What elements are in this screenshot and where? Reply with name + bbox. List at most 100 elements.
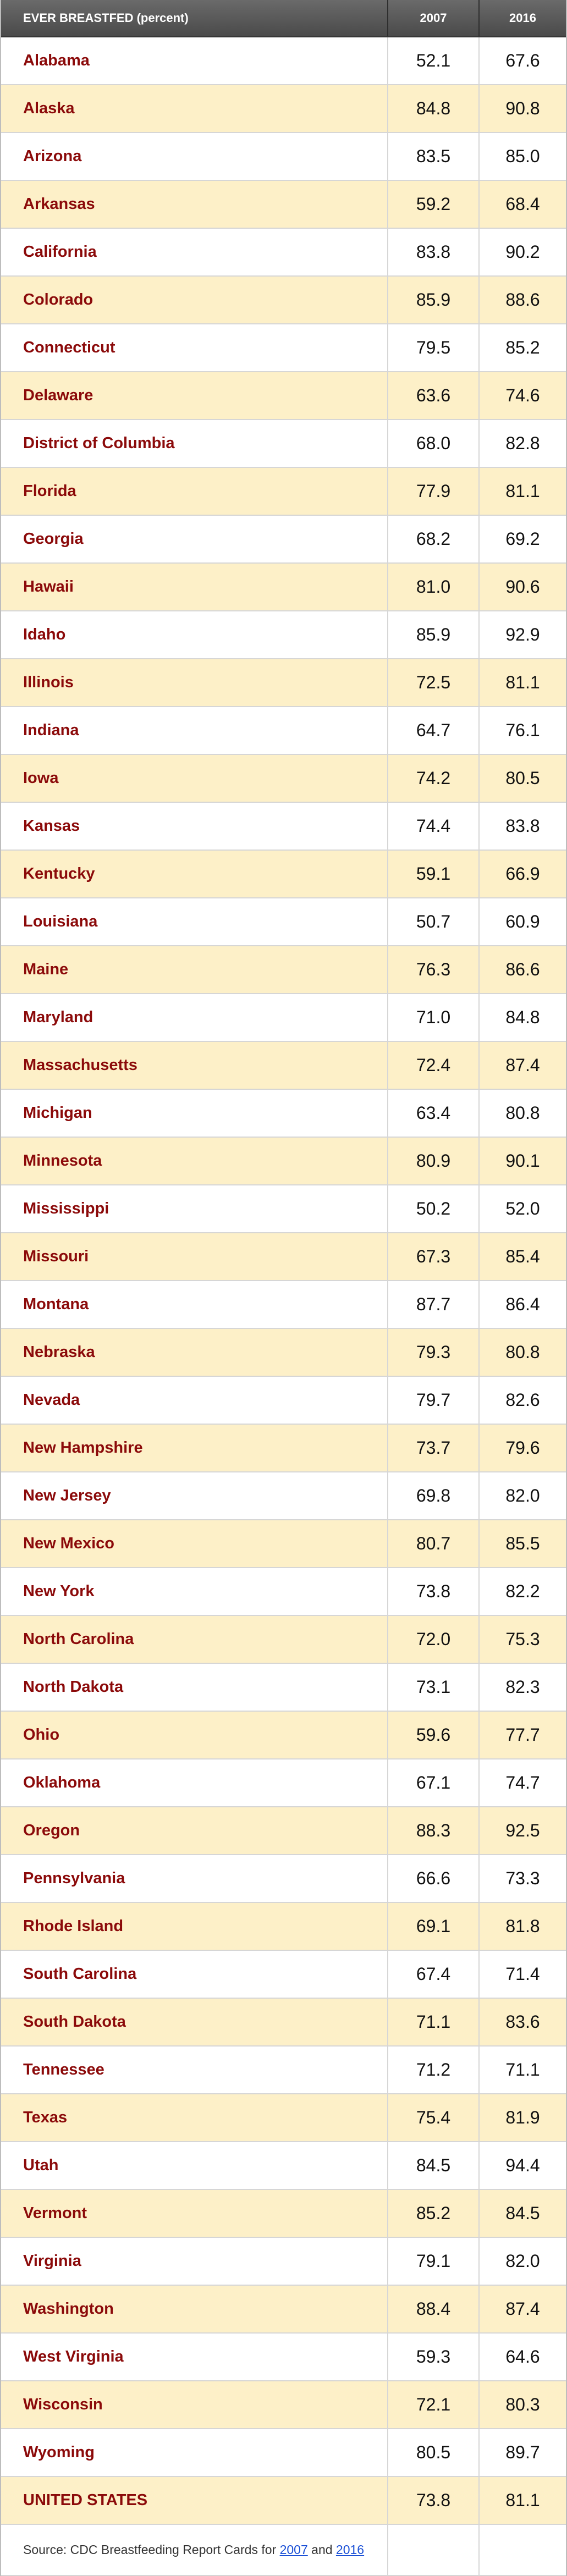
- value-2016: 81.9: [505, 2108, 540, 2127]
- value-2007: 76.3: [388, 946, 480, 993]
- value-2007: 88.4: [388, 2286, 480, 2332]
- header-cell: 2016: [509, 11, 536, 25]
- value-2016: 84.5: [505, 2203, 540, 2223]
- state-name: Maine: [1, 946, 388, 993]
- value-2016: 74.6: [505, 385, 540, 405]
- source-and: and: [311, 2542, 333, 2557]
- state-name: Pennsylvania: [1, 1855, 388, 1902]
- table-row: Utah 84.5 94.4: [1, 2142, 566, 2190]
- value-2007: 67.3: [388, 1233, 480, 1280]
- value-2007: 50.7: [388, 898, 480, 945]
- state-name: Vermont: [1, 2190, 388, 2237]
- value-2016: 67.6: [505, 51, 540, 70]
- state-name: Oklahoma: [1, 1759, 388, 1806]
- table-row: California 83.8 90.2: [1, 229, 566, 277]
- value-2007: 66.6: [388, 1855, 480, 1902]
- value-2007: 81.0: [388, 564, 480, 610]
- table-row: Texas 75.4 81.9: [1, 2094, 566, 2142]
- value-2007: 68.2: [388, 516, 480, 562]
- value-2016: 76.1: [505, 720, 540, 740]
- table-row: District of Columbia 68.0 82.8: [1, 420, 566, 468]
- table-row: Wisconsin 72.1 80.3: [1, 2381, 566, 2429]
- state-name: Minnesota: [1, 1138, 388, 1184]
- value-2007: 52.1: [388, 37, 480, 84]
- table-row: Ohio 59.6 77.7: [1, 1712, 566, 1759]
- state-name: Georgia: [1, 516, 388, 562]
- state-name: Nebraska: [1, 1329, 388, 1376]
- table-row: Arkansas 59.2 68.4: [1, 181, 566, 229]
- state-name: Wisconsin: [1, 2381, 388, 2428]
- value-2016: 82.3: [505, 1677, 540, 1697]
- table-row: South Carolina 67.4 71.4: [1, 1951, 566, 1999]
- table-row: Connecticut 79.5 85.2: [1, 324, 566, 372]
- value-2007: 80.7: [388, 1520, 480, 1567]
- value-2007: 80.5: [388, 2429, 480, 2476]
- table-row: Washington 88.4 87.4: [1, 2286, 566, 2334]
- value-2007: 83.8: [388, 229, 480, 275]
- header-cell: EVER BREASTFED (percent): [1, 0, 388, 36]
- value-2007: 79.3: [388, 1329, 480, 1376]
- table-row: Iowa 74.2 80.5: [1, 755, 566, 803]
- value-2016: 81.1: [505, 481, 540, 501]
- value-2016: 80.8: [505, 1103, 540, 1123]
- table-row: Arizona 83.5 85.0: [1, 133, 566, 181]
- table-row: Illinois 72.5 81.1: [1, 659, 566, 707]
- value-2016: 92.9: [505, 625, 540, 644]
- state-name: Missouri: [1, 1233, 388, 1280]
- value-2007: 74.4: [388, 803, 480, 850]
- state-name: Mississippi: [1, 1185, 388, 1232]
- state-name: Oregon: [1, 1807, 388, 1854]
- state-name: Tennessee: [1, 2047, 388, 2093]
- value-2007: 50.2: [388, 1185, 480, 1232]
- table-row: Oklahoma 67.1 74.7: [1, 1759, 566, 1807]
- value-2007: 71.2: [388, 2047, 480, 2093]
- value-2016: 82.8: [505, 433, 540, 453]
- state-name: Kansas: [1, 803, 388, 850]
- value-2016: 90.8: [505, 98, 540, 118]
- value-2016: 68.4: [505, 194, 540, 214]
- source-text: Source: CDC Breastfeeding Report Cards f…: [23, 2542, 277, 2557]
- value-2007: 72.4: [388, 1042, 480, 1089]
- table-row: Kentucky 59.1 66.9: [1, 851, 566, 898]
- value-2016: 75.3: [505, 1629, 540, 1649]
- source-link[interactable]: 2007: [279, 2542, 308, 2557]
- table-row: Wyoming 80.5 89.7: [1, 2429, 566, 2477]
- value-2007: 71.0: [388, 994, 480, 1041]
- table-row: Nebraska 79.3 80.8: [1, 1329, 566, 1377]
- state-name: Nevada: [1, 1377, 388, 1424]
- value-2016: 64.6: [505, 2347, 540, 2367]
- state-name: Virginia: [1, 2238, 388, 2285]
- value-2007: 71.1: [388, 1999, 480, 2045]
- state-name: New York: [1, 1568, 388, 1615]
- state-name: UNITED STATES: [1, 2477, 388, 2524]
- source-link[interactable]: 2016: [335, 2542, 365, 2557]
- state-name: South Carolina: [1, 1951, 388, 1998]
- state-name: Colorado: [1, 277, 388, 323]
- state-name: Alabama: [1, 37, 388, 84]
- state-name: Connecticut: [1, 324, 388, 371]
- table-row: Nevada 79.7 82.6: [1, 1377, 566, 1425]
- value-2016: 90.6: [505, 577, 540, 597]
- state-name: Illinois: [1, 659, 388, 706]
- state-name: Ohio: [1, 1712, 388, 1758]
- table-row: Maryland 71.0 84.8: [1, 994, 566, 1042]
- state-name: Arizona: [1, 133, 388, 180]
- state-name: Massachusetts: [1, 1042, 388, 1089]
- value-2016: 81.8: [505, 1916, 540, 1936]
- state-name: Hawaii: [1, 564, 388, 610]
- table-row: Mississippi 50.2 52.0: [1, 1185, 566, 1233]
- value-2016: 71.1: [505, 2060, 540, 2079]
- footer-row: Source: CDC Breastfeeding Report Cards f…: [1, 2525, 566, 2576]
- table-row: Montana 87.7 86.4: [1, 1281, 566, 1329]
- table-row: South Dakota 71.1 83.6: [1, 1999, 566, 2047]
- table-row: New York 73.8 82.2: [1, 1568, 566, 1616]
- value-2016: 82.2: [505, 1581, 540, 1601]
- state-name: California: [1, 229, 388, 275]
- value-2007: 59.1: [388, 851, 480, 897]
- value-2007: 59.2: [388, 181, 480, 228]
- value-2016: 83.6: [505, 2012, 540, 2032]
- value-2016: 87.4: [505, 2299, 540, 2319]
- state-name: Utah: [1, 2142, 388, 2189]
- value-2016: 77.7: [505, 1725, 540, 1745]
